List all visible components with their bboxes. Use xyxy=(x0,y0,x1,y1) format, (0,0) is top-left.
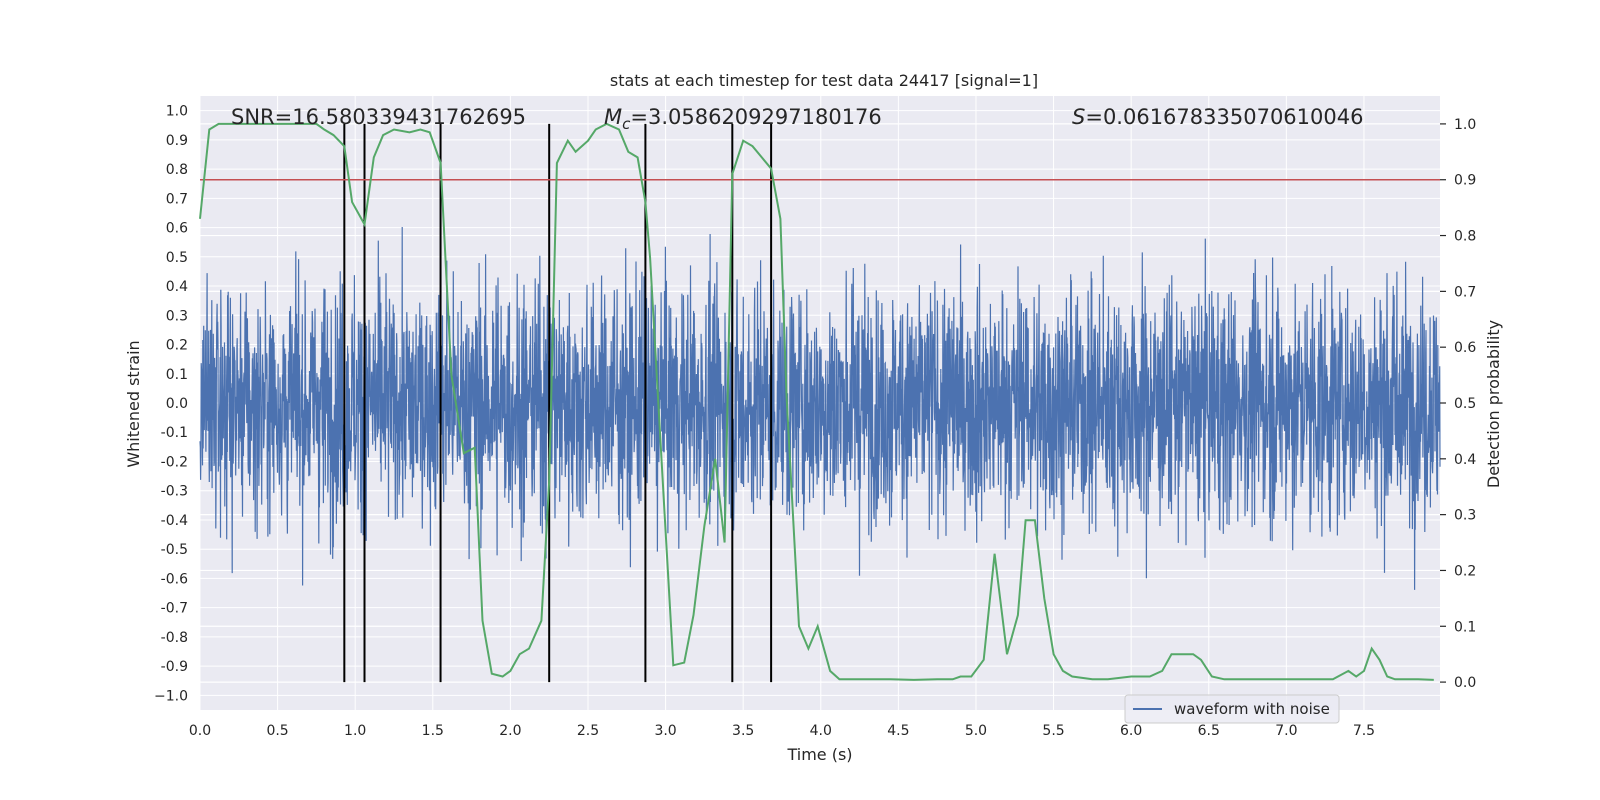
y-left-tick-label-2: 0.8 xyxy=(166,162,188,178)
y-right-ticks: 1.0 0.9 0.8 0.7 0.6 0.5 0.4 0.3 0.2 0.1 0.0 xyxy=(1440,117,1476,691)
y-left-tick-label-14: -0.4 xyxy=(161,513,188,529)
y-right-tick-label-5: 0.5 xyxy=(1454,396,1476,412)
y-left-tick-label-9: 0.1 xyxy=(166,367,188,383)
chirp-mass-value: =3.0586209297180176 xyxy=(630,105,881,129)
y-left-tick-label-10: 0.0 xyxy=(166,396,188,412)
y-left-tick-label-15: -0.5 xyxy=(161,542,188,558)
y-left-tick-label-5: 0.5 xyxy=(166,250,188,266)
x-tick-label-0: 0.0 xyxy=(189,723,211,739)
y-right-tick-label-6: 0.4 xyxy=(1454,452,1476,468)
y-right-tick-label-2: 0.8 xyxy=(1454,229,1476,245)
y-axis-label-left: Whitened strain xyxy=(124,340,143,467)
y-left-tick-label-12: -0.2 xyxy=(161,454,188,470)
legend-box xyxy=(1124,694,1340,724)
snr-annotation: SNR=16.580339431762695 xyxy=(231,105,526,129)
y-right-tick-label-7: 0.3 xyxy=(1454,508,1476,524)
s-annotation: S=0.061678335070610046 xyxy=(1072,105,1363,129)
y-left-tick-label-4: 0.6 xyxy=(166,221,188,237)
chirp-mass-subscript: c xyxy=(622,115,631,133)
x-tick-label-7: 3.5 xyxy=(732,723,754,739)
y-right-tick-label-3: 0.7 xyxy=(1454,284,1476,300)
y-right-tick-label-8: 0.2 xyxy=(1454,563,1476,579)
waveform-line xyxy=(199,226,1441,590)
x-tick-label-13: 6.5 xyxy=(1198,723,1220,739)
chirp-mass-annotation: Mc=3.0586209297180176 xyxy=(604,105,882,133)
y-right-tick-label-4: 0.6 xyxy=(1454,340,1476,356)
y-left-tick-label-16: -0.6 xyxy=(161,571,188,587)
x-tick-label-9: 4.5 xyxy=(887,723,909,739)
x-tick-label-4: 2.0 xyxy=(499,723,521,739)
y-right-tick-label-1: 0.9 xyxy=(1454,173,1476,189)
x-tick-label-14: 7.0 xyxy=(1275,723,1297,739)
x-ticks: 0.0 0.5 1.0 1.5 2.0 2.5 3.0 3.5 4.0 4.5 5.0 5.5 6.0 6… xyxy=(189,723,1375,739)
y-left-ticks: 1.0 0.9 0.8 0.7 0.6 0.5 0.4 0.3 0.2 0.1 0.0 -0.1 -0.… xyxy=(154,104,188,705)
y-left-tick-label-1: 0.9 xyxy=(166,133,188,149)
x-tick-label-1: 0.5 xyxy=(266,723,288,739)
y-left-tick-label-6: 0.4 xyxy=(166,279,188,295)
x-tick-label-10: 5.0 xyxy=(965,723,987,739)
x-tick-label-5: 2.5 xyxy=(577,723,599,739)
y-left-tick-label-13: -0.3 xyxy=(161,484,188,500)
y-left-tick-label-0: 1.0 xyxy=(166,104,188,120)
y-right-tick-label-0: 1.0 xyxy=(1454,117,1476,133)
legend: waveform with noise xyxy=(1124,694,1340,724)
x-tick-label-3: 1.5 xyxy=(422,723,444,739)
y-left-tick-label-19: -0.9 xyxy=(161,659,188,675)
y-right-tick-label-10: 0.0 xyxy=(1454,675,1476,691)
probability-line xyxy=(199,122,1434,681)
y-axis-label-right: Detection probability xyxy=(1484,320,1503,488)
x-axis-label: Time (s) xyxy=(786,745,852,764)
y-left-tick-label-3: 0.7 xyxy=(166,191,188,207)
x-tick-label-2: 1.0 xyxy=(344,723,366,739)
y-left-tick-label-20: −1.0 xyxy=(154,688,188,704)
chart-title: stats at each timestep for test data 244… xyxy=(610,71,1038,90)
x-tick-label-8: 4.0 xyxy=(810,723,832,739)
legend-label: waveform with noise xyxy=(1174,700,1330,718)
x-tick-label-12: 6.0 xyxy=(1120,723,1142,739)
y-left-tick-label-7: 0.3 xyxy=(166,308,188,324)
y-left-tick-label-17: -0.7 xyxy=(161,601,188,617)
waveform-series xyxy=(199,226,1441,590)
y-left-tick-label-18: -0.8 xyxy=(161,630,188,646)
y-left-tick-label-8: 0.2 xyxy=(166,338,188,354)
y-left-tick-label-11: -0.1 xyxy=(161,425,188,441)
probability-series xyxy=(199,122,1434,681)
s-value: =0.061678335070610046 xyxy=(1085,105,1363,129)
chirp-mass-symbol: M xyxy=(604,105,622,129)
x-tick-label-11: 5.5 xyxy=(1042,723,1064,739)
x-tick-label-15: 7.5 xyxy=(1353,723,1375,739)
x-tick-label-6: 3.0 xyxy=(654,723,676,739)
y-right-tick-label-9: 0.1 xyxy=(1454,619,1476,635)
s-symbol: S xyxy=(1072,105,1085,129)
